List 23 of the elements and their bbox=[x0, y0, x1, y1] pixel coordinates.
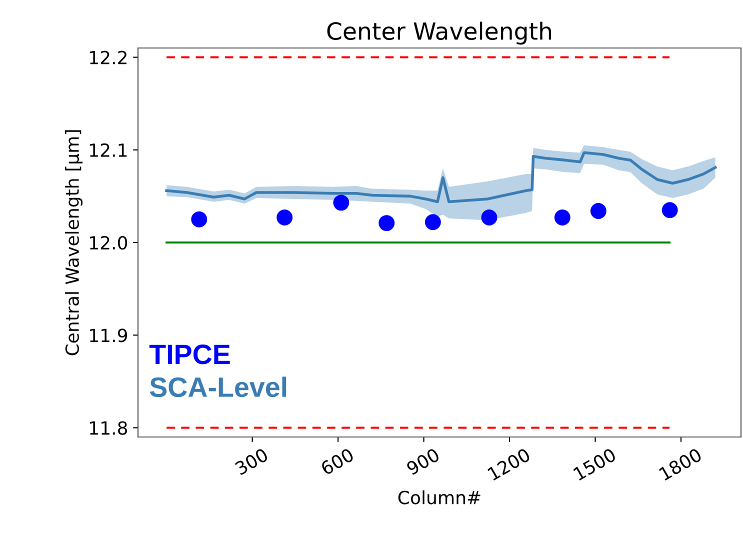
point bbox=[590, 203, 606, 219]
text: TIPCE bbox=[149, 344, 230, 364]
y-axis-title: Central Wavelength [μm] bbox=[65, 130, 83, 356]
point bbox=[378, 215, 395, 232]
y-tick-label: 11.8 bbox=[90, 421, 128, 435]
point bbox=[191, 211, 208, 228]
point bbox=[276, 210, 293, 226]
x-tick-label: 900 bbox=[406, 448, 440, 476]
y-tick-label: 12.1 bbox=[90, 143, 127, 157]
x-tick-label: 300 bbox=[234, 448, 269, 476]
chart-title: Center Wavelength bbox=[327, 22, 552, 45]
line-series bbox=[165, 151, 717, 204]
point bbox=[424, 214, 441, 230]
y-tick-label: 12.0 bbox=[90, 236, 128, 250]
text: SCA-Level bbox=[150, 376, 286, 398]
x-tick-label: 600 bbox=[320, 448, 355, 476]
point bbox=[554, 210, 570, 226]
y-tick-label: 11.9 bbox=[90, 328, 128, 342]
y-tick-label: 12.2 bbox=[90, 50, 126, 64]
point bbox=[333, 194, 350, 211]
point bbox=[662, 202, 678, 218]
x-axis-title: Column# bbox=[398, 490, 480, 504]
point bbox=[481, 210, 498, 226]
